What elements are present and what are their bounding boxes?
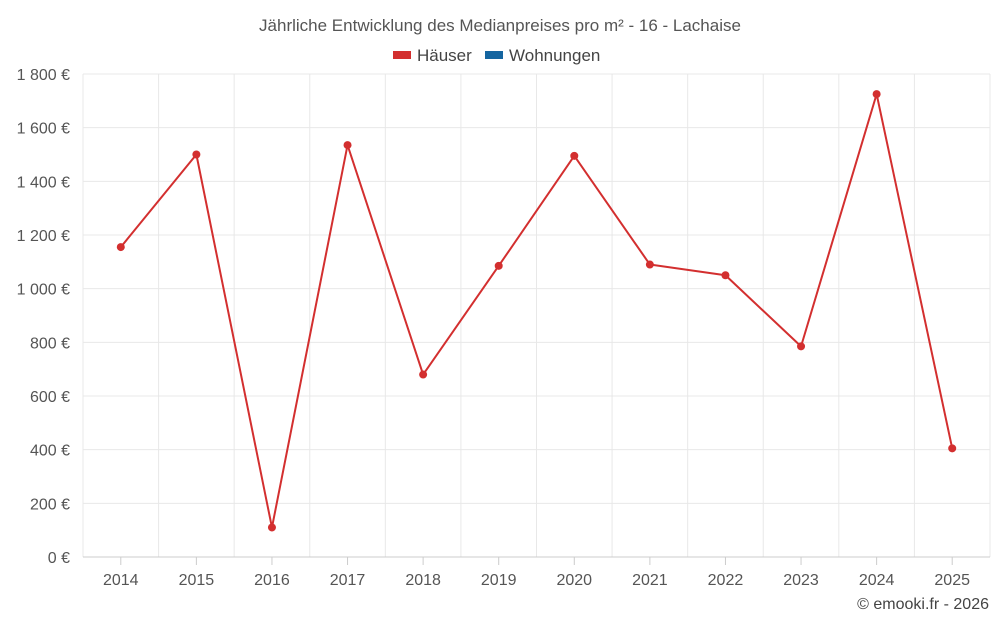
credit-text: © emooki.fr - 2026 <box>857 596 989 613</box>
y-axis: 0 € 200 € 400 € 600 € 800 € 1 000 € 1 200 € 1 4… <box>17 67 70 567</box>
data-point[interactable] <box>343 141 352 150</box>
y-tick-label: 1 200 € <box>17 228 70 245</box>
x-tick-label: 2016 <box>254 572 290 589</box>
legend-label-wohnungen: Wohnungen <box>509 46 600 65</box>
x-tick-label: 2014 <box>103 572 139 589</box>
x-tick-label: 2020 <box>556 572 592 589</box>
plot-area <box>116 90 957 532</box>
x-tick-label: 2023 <box>783 572 819 589</box>
x-tick-label: 2024 <box>859 572 895 589</box>
y-tick-label: 600 € <box>30 389 70 406</box>
x-tick-label: 2025 <box>934 572 970 589</box>
data-point[interactable] <box>570 151 579 160</box>
legend-swatch-wohnungen <box>485 51 503 59</box>
legend: Häuser Wohnungen <box>393 46 600 65</box>
legend-item-haeuser[interactable]: Häuser <box>393 46 472 65</box>
data-point[interactable] <box>419 370 428 379</box>
data-point[interactable] <box>645 260 654 269</box>
grid <box>82 73 991 557</box>
data-point[interactable] <box>192 150 201 159</box>
chart-title: Jährliche Entwicklung des Medianpreises … <box>259 16 741 35</box>
legend-label-haeuser: Häuser <box>417 46 472 65</box>
x-tick-label: 2015 <box>179 572 215 589</box>
data-point[interactable] <box>494 261 503 270</box>
data-point[interactable] <box>721 271 730 280</box>
y-tick-label: 1 400 € <box>17 174 70 191</box>
y-tick-label: 0 € <box>48 550 70 567</box>
x-tick-label: 2022 <box>708 572 744 589</box>
y-tick-label: 1 800 € <box>17 67 70 84</box>
data-point[interactable] <box>267 523 276 532</box>
data-point[interactable] <box>872 90 881 99</box>
x-tick-label: 2018 <box>405 572 441 589</box>
y-tick-label: 1 000 € <box>17 282 70 299</box>
x-axis: 2014 2015 2016 2017 2018 2019 2020 2021 2022 2023… <box>83 556 990 589</box>
legend-swatch-haeuser <box>393 51 411 59</box>
data-point[interactable] <box>116 243 125 252</box>
legend-item-wohnungen[interactable]: Wohnungen <box>485 46 600 65</box>
y-tick-label: 200 € <box>30 496 70 513</box>
x-tick-label: 2021 <box>632 572 668 589</box>
y-tick-label: 400 € <box>30 443 70 460</box>
x-tick-label: 2019 <box>481 572 517 589</box>
y-tick-label: 800 € <box>30 335 70 352</box>
y-tick-label: 1 600 € <box>17 121 70 138</box>
data-point[interactable] <box>797 342 806 351</box>
series-line-0 <box>120 93 954 529</box>
data-point[interactable] <box>948 444 957 453</box>
x-tick-label: 2017 <box>330 572 366 589</box>
